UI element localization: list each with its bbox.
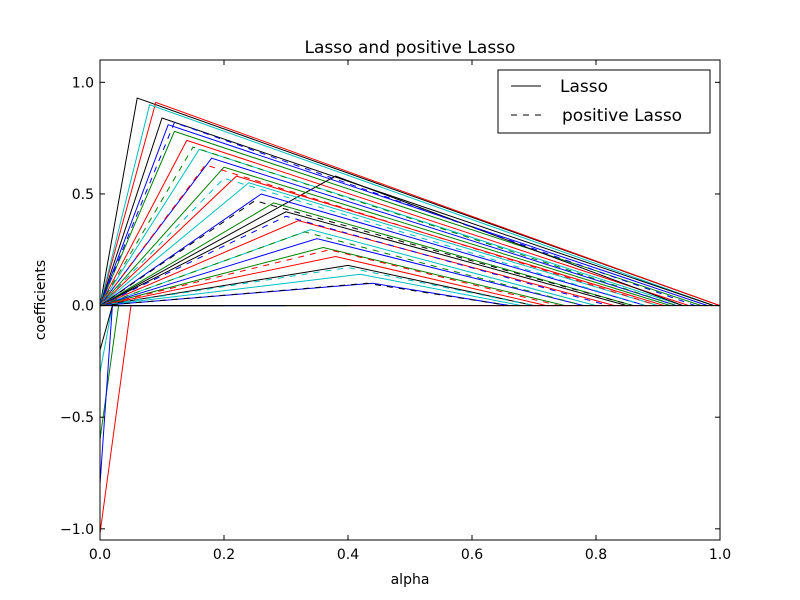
y-axis: −1.0 −0.5 0.0 0.5 1.0	[60, 75, 720, 538]
series-line-15	[100, 211, 628, 307]
series-line-1	[100, 101, 720, 307]
series-line-34	[100, 215, 609, 307]
series-line-19	[100, 246, 566, 307]
plot-frame	[99, 59, 721, 541]
plot-background	[100, 60, 720, 540]
chart-title: Lasso and positive Lasso	[305, 38, 516, 58]
series-line-33	[100, 200, 634, 307]
series-line-32	[100, 177, 646, 307]
x-tick-label: 0.6	[461, 547, 483, 563]
y-tick-label: 1.0	[72, 75, 94, 91]
series-line-4	[100, 124, 708, 307]
series-line-29	[100, 121, 696, 307]
series-line-20	[100, 255, 547, 307]
series-line-14	[100, 202, 634, 307]
series-layer	[100, 97, 720, 534]
x-tick-label: 0.8	[585, 547, 607, 563]
series-line-7	[100, 148, 683, 307]
legend-box	[497, 69, 711, 134]
y-tick-label: −1.0	[60, 522, 94, 538]
series-line-16	[100, 220, 615, 307]
x-axis: 0.0 0.2 0.4 0.6 0.8 1.0	[89, 60, 731, 563]
x-axis-label: alpha	[391, 572, 430, 588]
series-line-6	[100, 139, 690, 307]
series-line-2	[100, 104, 714, 307]
legend-positive-lasso-label: positive Lasso	[562, 106, 682, 126]
series-line-8	[100, 175, 683, 307]
series-line-10	[100, 166, 671, 307]
series-line-30	[100, 146, 677, 307]
x-tick-label: 1.0	[709, 547, 731, 563]
legend: Lasso positive Lasso	[497, 69, 711, 134]
series-line-21	[100, 264, 535, 307]
y-tick-label: 0.5	[72, 187, 94, 203]
y-axis-label: coefficients	[33, 260, 49, 340]
series-line-3	[100, 117, 714, 307]
series-line-38	[100, 282, 510, 307]
x-tick-label: 0.0	[89, 547, 111, 563]
series-line-13	[100, 193, 646, 307]
x-tick-label: 0.2	[213, 547, 235, 563]
series-line-35	[100, 231, 584, 307]
y-tick-label: −0.5	[60, 410, 94, 426]
series-line-37	[100, 267, 535, 307]
series-line-12	[100, 182, 659, 307]
y-tick-label: 0.0	[72, 299, 94, 315]
legend-lasso-label: Lasso	[560, 77, 608, 97]
x-tick-label: 0.4	[337, 547, 359, 563]
series-line-18	[100, 238, 584, 307]
series-line-11	[100, 175, 665, 307]
series-line-0	[100, 97, 720, 307]
series-line-22	[100, 273, 522, 307]
